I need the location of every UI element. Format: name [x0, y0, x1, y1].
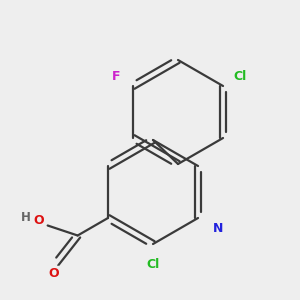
Text: N: N	[213, 221, 224, 235]
Text: Cl: Cl	[234, 70, 247, 83]
Text: Cl: Cl	[146, 257, 160, 271]
Text: O: O	[48, 267, 59, 280]
Text: F: F	[111, 70, 120, 83]
Text: H: H	[21, 211, 31, 224]
Text: O: O	[33, 214, 44, 227]
